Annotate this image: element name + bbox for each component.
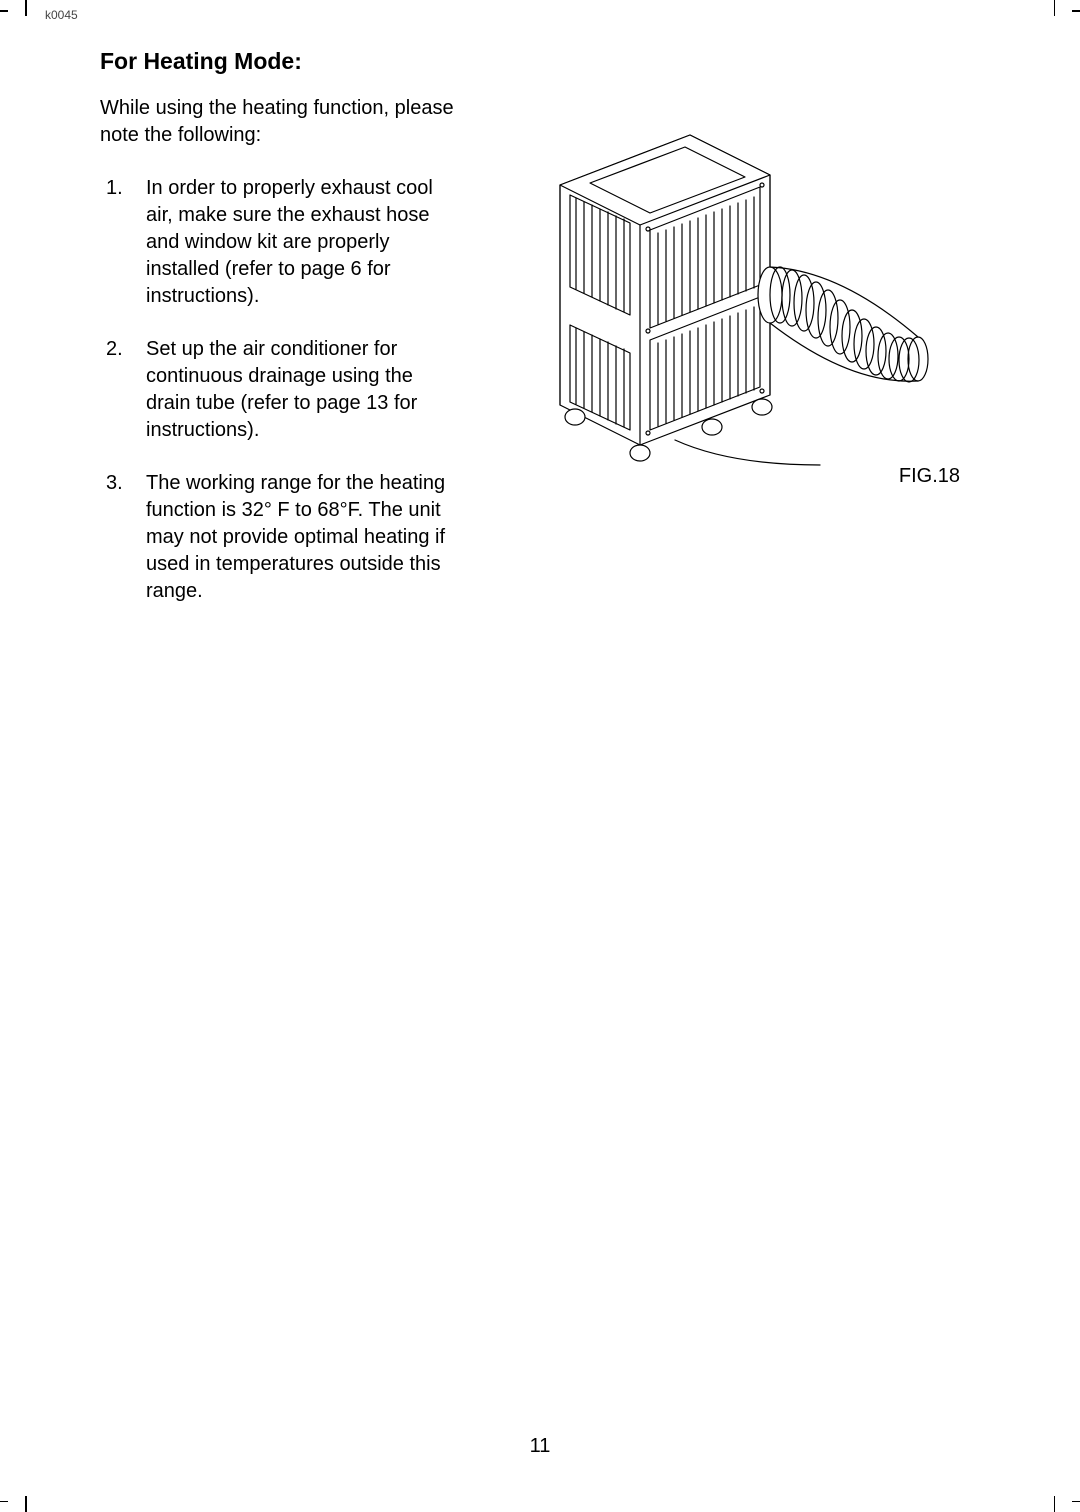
intro-text: While using the heating function, please… <box>100 95 460 149</box>
figure-column: FIG.18 <box>500 95 970 631</box>
section-heading: For Heating Mode: <box>100 48 970 75</box>
manual-page: k0045 For Heating Mode: While using the … <box>0 0 1080 1512</box>
list-item: In order to properly exhaust cool air, m… <box>100 175 460 310</box>
crop-mark <box>1054 0 1056 16</box>
content-area: For Heating Mode: While using the heatin… <box>100 48 970 631</box>
list-item: Set up the air conditioner for continuou… <box>100 336 460 444</box>
air-conditioner-svg <box>500 95 940 475</box>
figure-caption: FIG.18 <box>899 465 960 488</box>
air-conditioner-illustration <box>500 95 940 475</box>
crop-mark <box>0 1501 8 1503</box>
document-id: k0045 <box>45 8 78 22</box>
crop-mark <box>25 1496 27 1512</box>
crop-mark <box>1072 1501 1080 1503</box>
crop-mark <box>1072 10 1080 12</box>
figure-wrap: FIG.18 <box>500 95 960 475</box>
two-column-layout: While using the heating function, please… <box>100 95 970 631</box>
crop-mark <box>25 0 27 16</box>
page-number: 11 <box>0 1435 1080 1458</box>
list-item: The working range for the heating functi… <box>100 470 460 605</box>
crop-mark <box>1054 1496 1056 1512</box>
crop-mark <box>0 10 8 12</box>
steps-list: In order to properly exhaust cool air, m… <box>100 175 460 605</box>
text-column: While using the heating function, please… <box>100 95 460 631</box>
